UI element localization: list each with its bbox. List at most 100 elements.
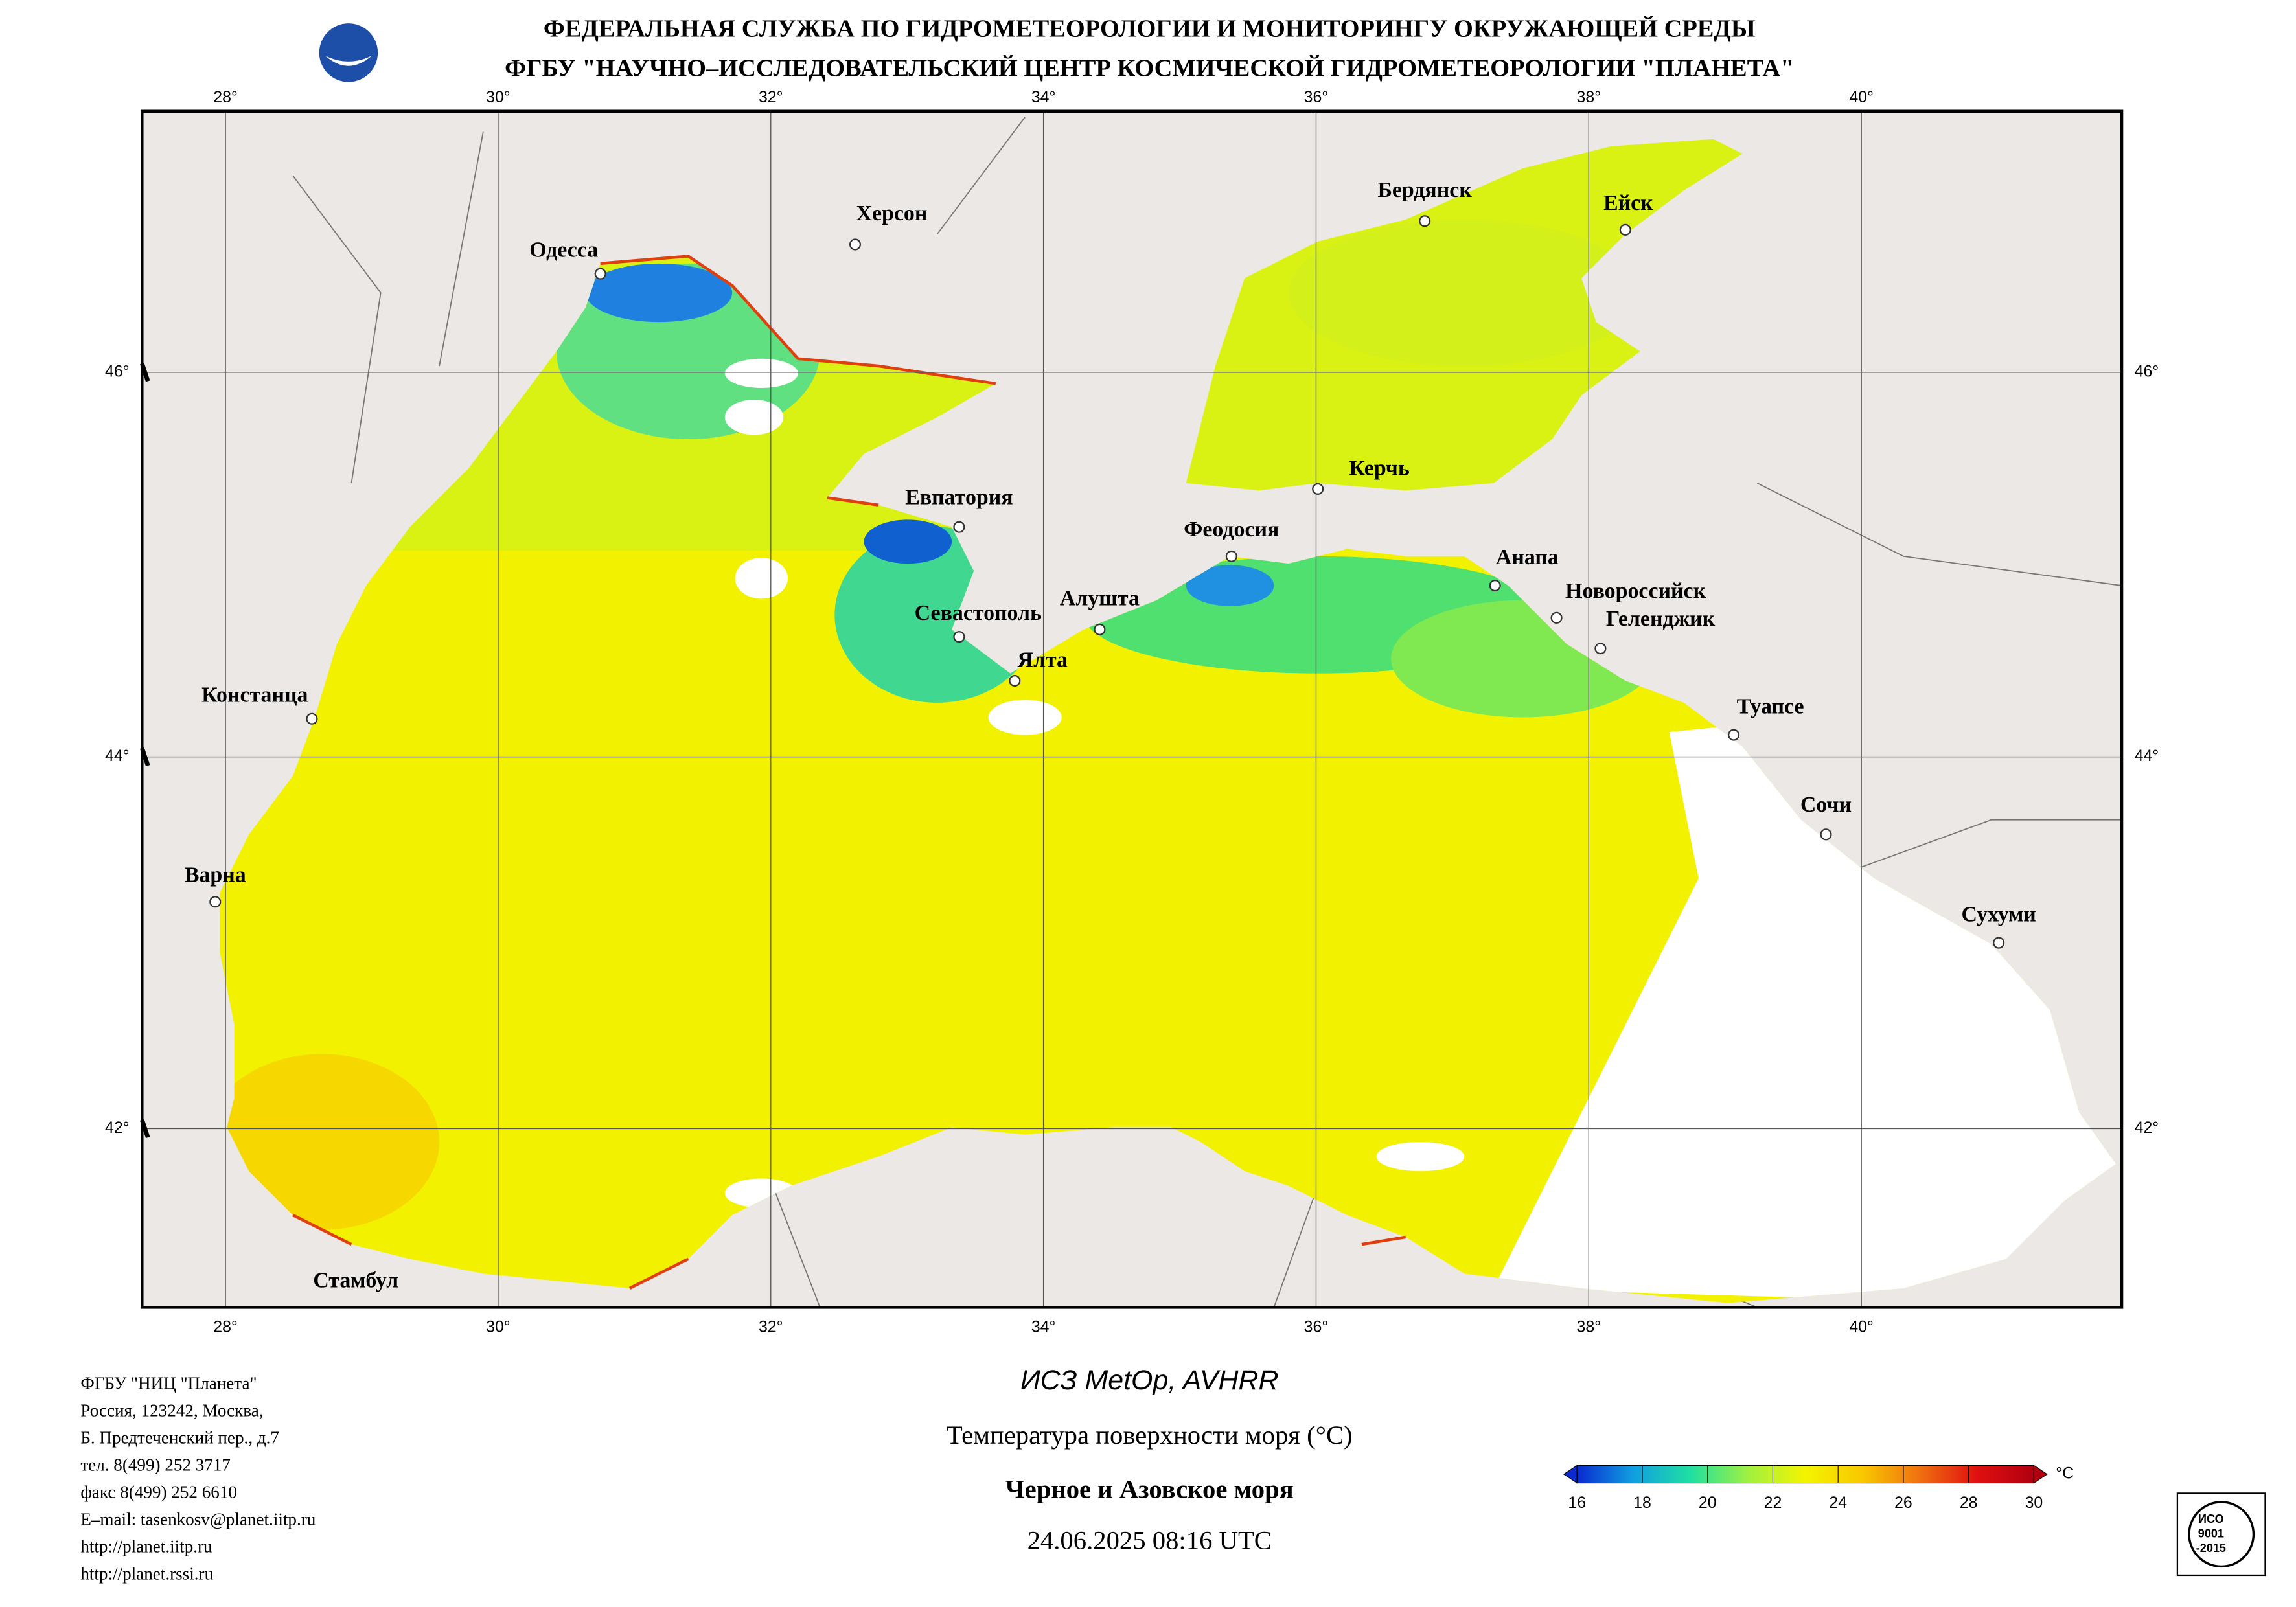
city-label: Констанца xyxy=(201,683,308,707)
address-line: Россия, 123242, Москва, xyxy=(80,1400,263,1420)
city-dot xyxy=(1619,223,1631,236)
map-frame xyxy=(140,109,2124,1309)
lon-label: 34° xyxy=(1031,88,1056,106)
lon-label: 32° xyxy=(759,1318,783,1336)
badge-ring xyxy=(2188,1501,2255,1568)
lat-label: 42° xyxy=(105,1119,130,1137)
lon-label: 36° xyxy=(1304,1318,1329,1336)
city-label: Туапсе xyxy=(1737,695,1804,719)
border-lines xyxy=(292,117,2122,1308)
badge: ИСО 9001 -2015 xyxy=(2176,1492,2266,1577)
colorbar-label: 26 xyxy=(1894,1494,1912,1512)
address-line: ФГБУ "НИЦ "Планета" xyxy=(80,1373,257,1393)
city-label: Одесса xyxy=(529,238,598,262)
colorbar-high xyxy=(2033,1465,2048,1484)
lon-label: 34° xyxy=(1031,1318,1056,1336)
city-label: Стамбул xyxy=(313,1269,398,1293)
city-label: Керчь xyxy=(1349,456,1409,480)
colorbar-bar xyxy=(1576,1465,2034,1484)
header-agency: ФЕДЕРАЛЬНАЯ СЛУЖБА ПО ГИДРОМЕТЕОРОЛОГИИ … xyxy=(544,15,1756,42)
lon-label: 30° xyxy=(486,1318,511,1336)
address-line: Б. Предтеченский пер., д.7 xyxy=(80,1428,279,1447)
lon-label: 28° xyxy=(213,1318,238,1336)
address-line: E–mail: tasenkosv@planet.iitp.ru xyxy=(80,1510,316,1529)
city-dot xyxy=(953,521,965,533)
colorbar: 16 18 20 22 24 26 28 30 °C xyxy=(1563,1465,2074,1512)
city-dot xyxy=(1550,611,1563,624)
map xyxy=(142,111,2122,1308)
city-dot xyxy=(1594,643,1607,655)
city-dot xyxy=(1993,937,2005,949)
warm-coast xyxy=(292,255,1406,1290)
city-dot xyxy=(1419,215,1431,227)
region: Черное и Азовское моря xyxy=(1005,1474,1294,1503)
city-label: Феодосия xyxy=(1184,518,1279,541)
city-dot xyxy=(849,238,862,251)
colorbar-low xyxy=(1563,1465,1578,1484)
city-dot xyxy=(306,712,318,725)
city-label: Ейск xyxy=(1603,191,1653,215)
logo-mark xyxy=(325,55,373,66)
colorbar-label: 20 xyxy=(1699,1494,1717,1512)
satellite: ИСЗ MetOp, AVHRR xyxy=(1020,1365,1279,1396)
lat-label: 44° xyxy=(105,747,130,765)
city-label: Варна xyxy=(185,863,246,887)
city-dot xyxy=(594,268,606,280)
city-dot xyxy=(1728,729,1740,741)
colorbar-unit: °C xyxy=(2056,1465,2074,1483)
colorbar-label: 18 xyxy=(1633,1494,1651,1512)
lat-label: 46° xyxy=(2135,362,2159,380)
city-dot xyxy=(209,896,222,908)
lon-label: 32° xyxy=(759,88,783,106)
city-dot xyxy=(1312,483,1324,495)
city-label: Новороссийск xyxy=(1565,579,1706,603)
badge-frame xyxy=(2176,1492,2266,1577)
lon-label: 36° xyxy=(1304,88,1329,106)
lat-label: 46° xyxy=(105,362,130,380)
datetime: 24.06.2025 08:16 UTC xyxy=(1027,1526,1272,1555)
badge-text: 9001 xyxy=(2198,1527,2224,1540)
address-line: факс 8(499) 252 6610 xyxy=(80,1483,237,1502)
lat-label: 44° xyxy=(2135,747,2159,765)
lon-label: 30° xyxy=(486,88,511,106)
lon-label: 40° xyxy=(1849,1318,1874,1336)
badge-text: -2015 xyxy=(2196,1542,2226,1555)
header-center: ФГБУ "НАУЧНО–ИССЛЕДОВАТЕЛЬСКИЙ ЦЕНТР КОС… xyxy=(505,54,1794,82)
address-line: http://planet.iitp.ru xyxy=(80,1537,212,1556)
city-label: Ялта xyxy=(1018,648,1068,672)
address-line: тел. 8(499) 252 3717 xyxy=(80,1455,231,1474)
colorbar-label: 22 xyxy=(1764,1494,1782,1512)
city-label: Евпатория xyxy=(905,486,1013,510)
city-dot xyxy=(1489,580,1501,592)
city-label: Сухуми xyxy=(1961,903,2036,927)
colorbar-label: 30 xyxy=(2025,1494,2043,1512)
city-label: Севастополь xyxy=(915,601,1042,625)
city-dot xyxy=(953,631,965,643)
city-dot xyxy=(1820,828,1832,841)
address: ФГБУ "НИЦ "Планета" Россия, 123242, Москв… xyxy=(80,1373,316,1583)
city-label: Геленджик xyxy=(1606,607,1716,631)
lat-label: 42° xyxy=(2135,1119,2159,1137)
lon-label: 40° xyxy=(1849,88,1874,106)
badge-text: ИСО xyxy=(2198,1512,2224,1525)
parameter: Температура поверхности моря (°С) xyxy=(947,1420,1353,1450)
lon-label: 28° xyxy=(213,88,238,106)
colorbar-label: 28 xyxy=(1960,1494,1978,1512)
colorbar-label: 16 xyxy=(1568,1494,1586,1512)
city-dot xyxy=(1094,623,1106,635)
cities: Херсон Одесса Бердянск Ейск Керчь Евпатория Фе… xyxy=(185,178,2036,1293)
colorbar-label: 24 xyxy=(1829,1494,1847,1512)
city-label: Анапа xyxy=(1496,545,1559,569)
city-label: Сочи xyxy=(1800,793,1852,817)
city-dot xyxy=(1009,674,1021,687)
city-label: Алушта xyxy=(1060,586,1140,610)
graticule: 28° 28° 30° 30° 32° 32° 34° 34° 36° 36° 38° 38° 40° 4… xyxy=(105,88,2159,1336)
address-line: http://planet.rssi.ru xyxy=(80,1564,213,1584)
city-label: Бердянск xyxy=(1377,178,1472,202)
city-label: Херсон xyxy=(856,201,928,225)
lon-label: 38° xyxy=(1577,88,1601,106)
lon-label: 38° xyxy=(1577,1318,1601,1336)
city-dot xyxy=(1225,550,1237,562)
logo xyxy=(319,23,378,82)
